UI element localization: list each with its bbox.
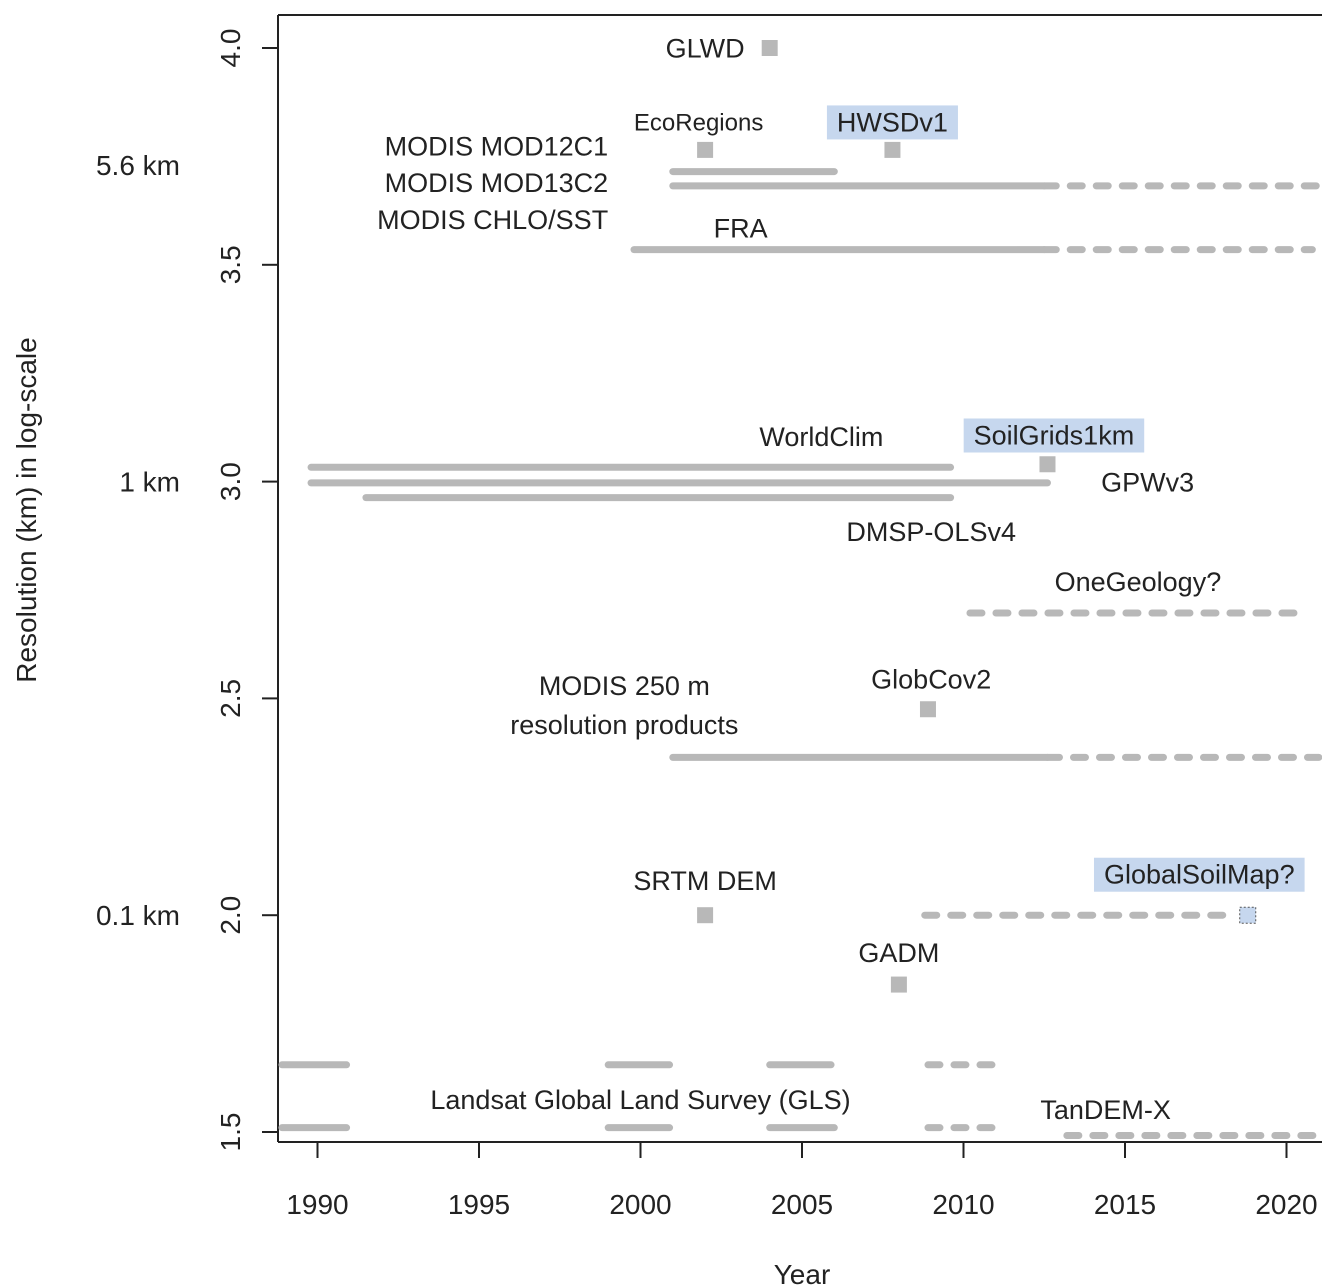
side-label-0-1-km: 0.1 km [96,900,180,931]
label-modis-mod12c1: MODIS MOD12C1 [385,131,609,161]
point-gadm [890,976,907,993]
x-axis-title: Year [774,1259,831,1288]
x-tick-label-2020: 2020 [1255,1189,1317,1220]
dataset-annotations: GLWD EcoRegions HWSDv1 MODIS MOD12C1 MODIS M… [377,34,1294,1125]
y-tick-label-1-5: 1.5 [215,1113,246,1152]
highlight-soilgrids1km [963,418,1145,453]
x-tick-label-1995: 1995 [448,1189,510,1220]
label-ecoregions: EcoRegions [634,109,763,136]
plot-frame [277,14,1322,1143]
x-axis: 1990 1995 2000 2005 2010 2015 2020 [286,1142,1318,1220]
y-side-labels: 5.6 km 1 km 0.1 km [96,150,180,931]
point-hwsdv1 [884,141,901,158]
x-tick-label-2010: 2010 [932,1189,994,1220]
label-dmsp-olsv4: DMSP-OLSv4 [846,517,1016,547]
label-modis-chlo-sst: MODIS CHLO/SST [377,205,608,235]
label-glwd: GLWD [666,34,745,64]
point-glwd [761,40,778,56]
side-label-5-6-km: 5.6 km [96,150,180,181]
label-gadm: GADM [858,938,939,968]
y-axis-title: Resolution (km) in log-scale [11,337,42,682]
x-tick-label-2000: 2000 [609,1189,671,1220]
x-tick-label-2005: 2005 [771,1189,833,1220]
open-point-globalsoilmap [1239,906,1257,924]
label-resolution-products: resolution products [510,710,738,740]
y-axis: 1.5 2.0 2.5 3.0 3.5 4.0 [215,29,278,1152]
label-soilgrids1km: SoilGrids1km [974,420,1135,450]
dataset-points [697,40,1257,993]
annotation-highlights [826,105,1305,892]
label-globalsoilmap: GlobalSoilMap? [1104,860,1295,890]
x-tick-label-1990: 1990 [286,1189,348,1220]
label-modis-mod13c2: MODIS MOD13C2 [385,168,609,198]
highlight-hwsdv1 [826,105,958,140]
label-hwsdv1: HWSDv1 [837,107,948,137]
y-tick-label-2: 2.0 [215,896,246,935]
highlight-globalsoilmap [1093,857,1305,892]
label-fra: FRA [714,214,768,244]
y-tick-label-4: 4.0 [215,29,246,68]
label-landsat-global-land-survey-gls: Landsat Global Land Survey (GLS) [430,1085,850,1115]
label-tandem-x: TanDEM-X [1040,1095,1171,1125]
x-tick-label-2015: 2015 [1094,1189,1156,1220]
y-tick-label-3-5: 3.5 [215,245,246,284]
dataset-segments [278,168,1322,1139]
point-soilgrids1km [1039,456,1056,473]
label-srtm-dem: SRTM DEM [633,866,777,896]
label-onegeology: OneGeology? [1055,567,1222,597]
label-modis-250-m: MODIS 250 m [539,671,710,701]
label-gpwv3: GPWv3 [1101,467,1194,497]
label-worldclim: WorldClim [759,422,883,452]
side-label-1-km: 1 km [119,467,180,498]
y-tick-label-3: 3.0 [215,462,246,501]
y-tick-label-2-5: 2.5 [215,679,246,718]
point-globcov2 [919,701,936,718]
label-globcov2: GlobCov2 [871,665,991,695]
point-ecoregions [697,141,714,158]
point-srtm-dem [697,907,714,924]
